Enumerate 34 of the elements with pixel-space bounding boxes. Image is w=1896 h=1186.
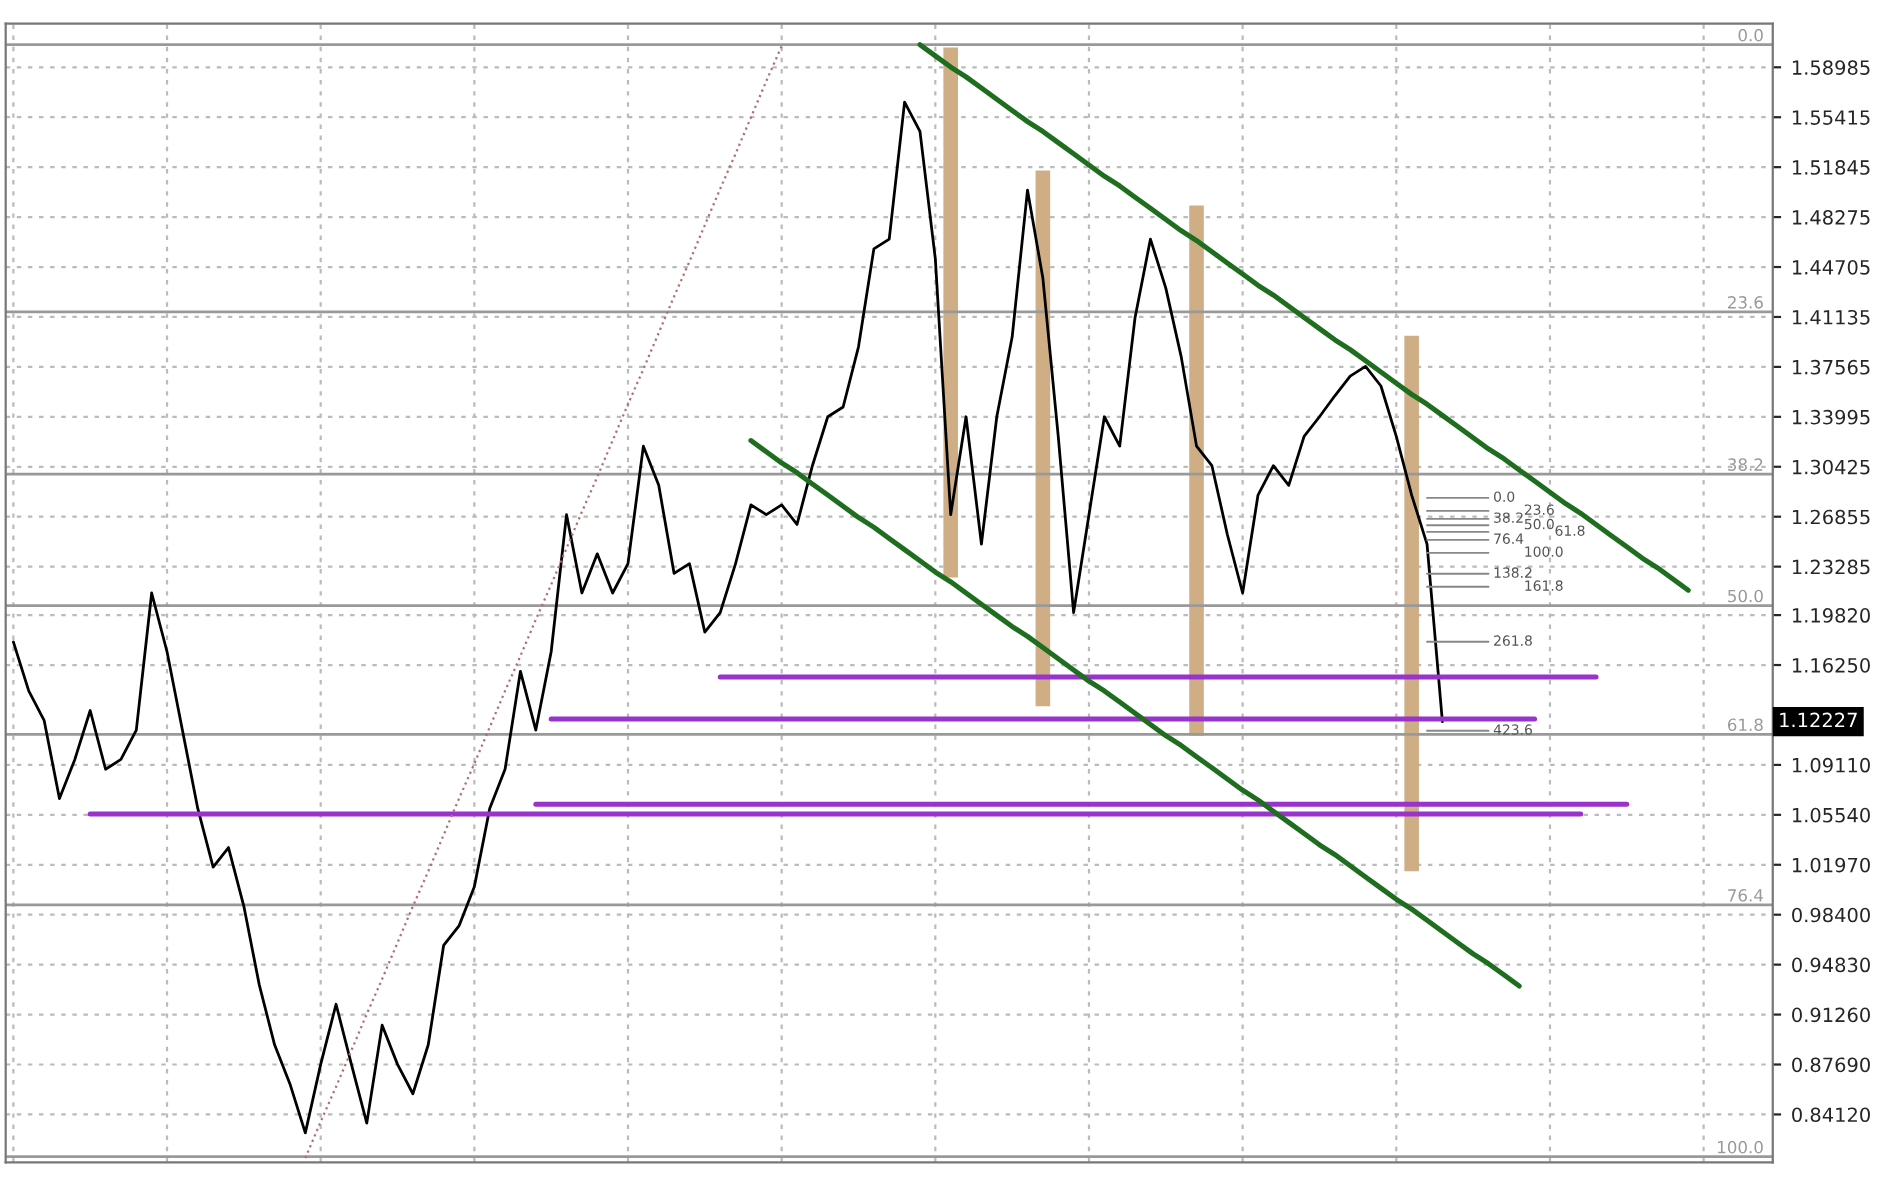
annotation: 100.0 [1718, 1140, 1763, 1154]
annotation: 38.2 [1728, 458, 1763, 471]
y-tick-label: 1.26855 [1792, 509, 1870, 525]
annotation: 0.0 [1738, 28, 1763, 42]
y-tick-label: 1.23285 [1792, 559, 1870, 575]
y-tick-label: 1.19820 [1792, 608, 1870, 623]
line-series [304, 44, 783, 1160]
y-tick-label: 1.44705 [1792, 259, 1870, 275]
y-tick-label: 1.37565 [1792, 359, 1870, 375]
line-series [917, 42, 1691, 593]
annotation: 50.0 [1728, 589, 1763, 603]
bar [1189, 205, 1204, 736]
y-tick-label: 0.98400 [1792, 907, 1870, 923]
y-tick-label: 1.41135 [1792, 309, 1870, 325]
y-tick-label: 1.48275 [1792, 210, 1870, 225]
y-tick-label: 1.55415 [1792, 110, 1870, 125]
y-tick-label: 0.87690 [1792, 1057, 1870, 1073]
annotation: 76.4 [1728, 889, 1763, 902]
y-tick-label: 1.51845 [1792, 160, 1870, 175]
y-tick-label: 1.33995 [1792, 409, 1870, 425]
y-tick-label: 0.91260 [1792, 1007, 1870, 1023]
bar [943, 47, 958, 578]
annotation: 23.6 [1728, 296, 1763, 309]
y-tick-label: 1.16250 [1792, 657, 1870, 673]
y-tick-label: 0.94830 [1792, 957, 1870, 973]
annotation: 61.8 [1727, 718, 1763, 732]
y-tick-label: 0.84120 [1792, 1107, 1870, 1123]
y-tick-label: 1.01970 [1792, 857, 1870, 873]
y-tick-label: 1.09110 [1792, 757, 1870, 773]
y-tick-label: 1.05540 [1792, 807, 1870, 823]
y-tick-label: 1.30425 [1792, 459, 1870, 475]
line-series [11, 100, 1444, 1135]
text: 1.12227 [1780, 712, 1857, 728]
y-tick-label: 1.58985 [1792, 60, 1870, 75]
